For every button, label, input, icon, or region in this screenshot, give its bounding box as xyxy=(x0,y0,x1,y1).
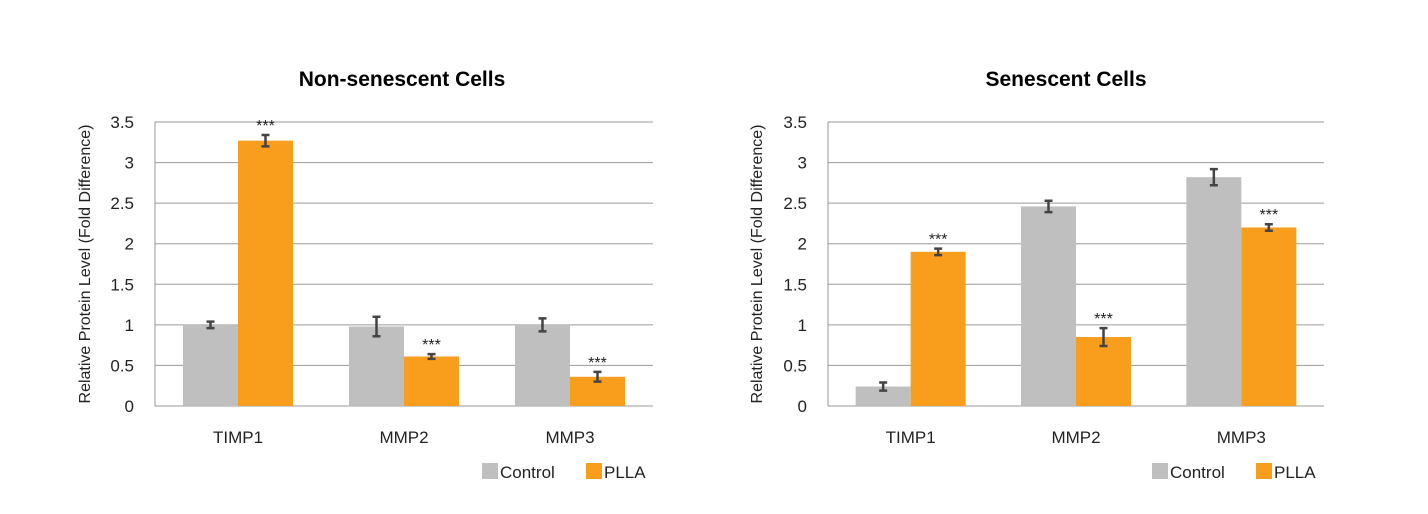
x-tick-label: MMP3 xyxy=(1217,428,1266,447)
significance-label: *** xyxy=(1259,207,1278,224)
error-bar xyxy=(1264,222,1273,232)
chart-title: Non-senescent Cells xyxy=(299,68,506,91)
y-tick-label: 0.5 xyxy=(110,356,134,375)
chart-non-senescent: Non-senescent Cells Relative Protein Lev… xyxy=(77,68,653,482)
y-tick-label: 2 xyxy=(125,235,134,254)
bar-plla xyxy=(1076,337,1131,406)
y-tick-label: 1 xyxy=(798,316,807,335)
error-bar xyxy=(261,133,270,148)
error-bar xyxy=(1209,167,1218,187)
y-tick-label: 1.5 xyxy=(110,275,134,294)
chart-senescent: Senescent Cells Relative Protein Level (… xyxy=(749,68,1324,482)
legend-label-control: Control xyxy=(1170,463,1225,482)
y-tick-label: 1 xyxy=(125,316,134,335)
y-tick-label: 2.5 xyxy=(110,194,134,213)
legend-label-plla: PLLA xyxy=(604,463,646,482)
y-tick-label: 3.5 xyxy=(783,113,807,132)
error-bar xyxy=(1099,326,1108,348)
bar-plla xyxy=(238,140,293,407)
legend-label-plla: PLLA xyxy=(1274,463,1316,482)
significance-label: *** xyxy=(588,355,607,372)
error-bar xyxy=(206,320,215,330)
x-tick-label: TIMP1 xyxy=(213,428,263,447)
error-bar xyxy=(538,317,547,333)
bar-plla xyxy=(910,251,966,406)
bar-control xyxy=(183,324,238,406)
error-bar xyxy=(1044,199,1053,214)
significance-label: *** xyxy=(422,337,441,354)
bar-control xyxy=(855,386,911,406)
bar-control xyxy=(515,324,570,406)
y-tick-label: 1.5 xyxy=(783,275,807,294)
x-tick-label: TIMP1 xyxy=(886,428,936,447)
significance-label: *** xyxy=(256,118,275,135)
y-tick-label: 0.5 xyxy=(783,356,807,375)
significance-label: *** xyxy=(1094,311,1113,328)
bar-control xyxy=(1186,177,1242,406)
x-tick-label: MMP2 xyxy=(379,428,428,447)
legend-swatch-plla xyxy=(1256,463,1272,479)
y-tick-label: 3 xyxy=(125,154,134,173)
bar-control xyxy=(1021,206,1076,406)
y-tick-label: 3.5 xyxy=(110,113,134,132)
y-axis-label: Relative Protein Level (Fold Difference) xyxy=(749,125,766,404)
significance-label: *** xyxy=(929,232,948,249)
error-bar xyxy=(879,381,888,392)
bar-plla xyxy=(1241,227,1297,406)
y-tick-label: 0 xyxy=(125,397,134,416)
y-tick-label: 2.5 xyxy=(783,194,807,213)
y-tick-label: 2 xyxy=(798,235,807,254)
error-bar xyxy=(934,247,943,257)
error-bar xyxy=(427,352,436,361)
legend-label-control: Control xyxy=(500,463,555,482)
x-tick-label: MMP2 xyxy=(1051,428,1100,447)
bar-plla xyxy=(404,356,459,406)
y-tick-label: 0 xyxy=(798,397,807,416)
chart-title: Senescent Cells xyxy=(985,68,1146,91)
legend-swatch-control xyxy=(482,463,498,479)
x-tick-label: MMP3 xyxy=(545,428,594,447)
y-axis-label: Relative Protein Level (Fold Difference) xyxy=(77,125,94,404)
legend-swatch-plla xyxy=(586,463,602,479)
bar-control xyxy=(349,326,404,406)
legend-swatch-control xyxy=(1152,463,1168,479)
y-tick-label: 3 xyxy=(798,154,807,173)
error-bar xyxy=(593,370,602,383)
error-bar xyxy=(372,315,381,338)
